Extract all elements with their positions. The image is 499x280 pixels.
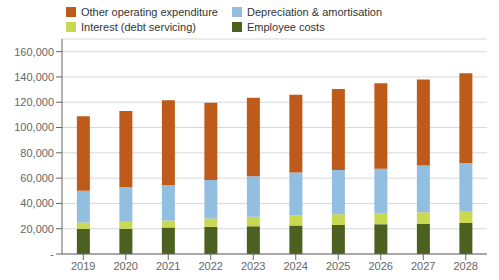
svg-text:2025: 2025 <box>326 260 350 272</box>
svg-text:2020: 2020 <box>114 260 138 272</box>
html-text:Other operating expenditure: Other operating expenditure <box>81 6 218 18</box>
html-text:Depreciation & amortisation: Depreciation & amortisation <box>247 6 383 18</box>
svg-text:100,000: 100,000 <box>14 121 54 133</box>
html-text:Employee costs: Employee costs <box>247 21 325 33</box>
svg-text:120,000: 120,000 <box>14 96 54 108</box>
svg-text:60,000: 60,000 <box>20 172 54 184</box>
svg-text:2026: 2026 <box>369 260 393 272</box>
svg-text:2023: 2023 <box>241 260 265 272</box>
svg-text:160,000: 160,000 <box>14 46 54 58</box>
svg-text:80,000: 80,000 <box>20 147 54 159</box>
svg-text:2021: 2021 <box>156 260 180 272</box>
svg-text:140,000: 140,000 <box>14 71 54 83</box>
svg-text:40,000: 40,000 <box>20 197 54 209</box>
svg-text:-: - <box>50 248 54 260</box>
svg-text:2019: 2019 <box>71 260 95 272</box>
html-text:Interest (debt servicing): Interest (debt servicing) <box>81 21 196 33</box>
svg-text:2024: 2024 <box>284 260 308 272</box>
svg-text:2028: 2028 <box>454 260 478 272</box>
svg-text:20,000: 20,000 <box>20 223 54 235</box>
svg-text:2027: 2027 <box>411 260 435 272</box>
svg-text:2022: 2022 <box>199 260 223 272</box>
